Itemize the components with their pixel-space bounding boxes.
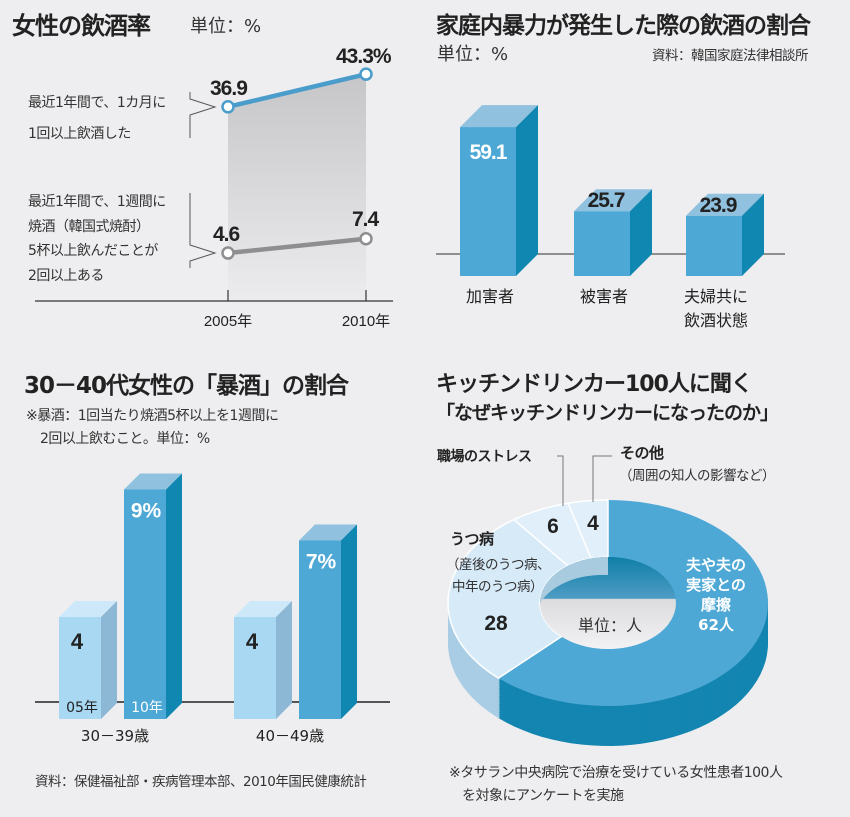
data-point [359, 67, 373, 81]
bar-value-label: 7% [306, 551, 337, 574]
slice-label-other: その他 [620, 444, 664, 462]
chart-title: 家庭内暴力が発生した際の飲酒の割合 [436, 13, 811, 39]
bar-value-label: 59.1 [470, 141, 508, 164]
slice-label-line: 実家との [686, 576, 746, 594]
series-label-line: 5杯以上飲んだことが [28, 243, 158, 259]
slice-label-line: 夫や夫の [686, 556, 747, 574]
series-label-weekly: 最近1年間で、1週間に 焼酒（韓国式焼酎） 5杯以上飲んだことが 2回以上ある [28, 190, 166, 288]
category-label: 被害者 [580, 287, 628, 306]
slice-label-spouse-friction: 夫や夫の 実家との 摩擦 62人 [686, 555, 746, 635]
data-label: 43.3% [336, 45, 392, 68]
donut-hole-wall [540, 557, 608, 603]
slice-value-label: 4 [587, 512, 599, 535]
donut-hole [540, 557, 676, 649]
note-line: ※暴酒：1回当たり焼酒5杯以上を1週間に [26, 408, 279, 424]
series-label-bracket [189, 92, 217, 138]
slice-label-other-detail: （周囲の知人の影響など） [619, 468, 776, 484]
series-label-bracket [189, 193, 217, 268]
series-label: 10年 [131, 700, 163, 716]
bar [460, 127, 516, 277]
bar-value-label: 9% [131, 500, 162, 523]
data-point [359, 232, 373, 246]
bar-top [234, 601, 292, 617]
unit-label: 単位：% [437, 44, 509, 65]
unit-label: 単位：人 [578, 616, 643, 635]
bar-top [124, 473, 182, 490]
bar-side [166, 473, 182, 719]
data-label: 36.9 [210, 77, 247, 100]
drinking-rate-line-chart: 2005年 2010年 36.9 43.3% 4.6 7.4 [35, 45, 393, 330]
x-tick-label: 2005年 [204, 313, 252, 330]
slice-value-label: 6 [547, 515, 559, 538]
footnote-line: を対象にアンケートを実施 [462, 788, 624, 804]
leader-line [557, 455, 564, 506]
bar-value-label: 23.9 [700, 194, 737, 217]
bar [124, 489, 166, 719]
bar-value-label: 4 [246, 629, 259, 654]
donut-slice [498, 500, 768, 706]
series-label-line: 1回以上飲酒した [28, 126, 131, 142]
slice-label-work-stress: 職場のストレス [437, 449, 532, 465]
bar-side [516, 105, 538, 277]
bar [574, 211, 630, 276]
chart-title: 女性の飲酒率 [12, 12, 151, 40]
category-label: 40－49歳 [256, 727, 324, 745]
bar [234, 617, 276, 719]
data-label: 4.6 [213, 223, 240, 246]
bar-top [460, 105, 538, 128]
bar-top [299, 524, 357, 541]
category-label: 30－39歳 [81, 727, 149, 745]
data-point [221, 100, 235, 114]
series-line [227, 71, 367, 109]
bar-side [341, 524, 357, 719]
data-point [221, 246, 235, 260]
slice-label-line: 摩擦 [701, 596, 732, 614]
x-tick-label: 2010年 [342, 313, 390, 330]
chart-title: キッチンドリンカー100人に聞く [436, 372, 753, 397]
slice-value-label: 28 [484, 612, 508, 635]
series-line [227, 236, 367, 256]
data-label: 7.4 [352, 208, 380, 231]
bar-side [276, 601, 292, 719]
bar-side [101, 601, 117, 719]
series-label-line: 2回以上ある [28, 267, 104, 284]
unit-label: 単位：% [190, 16, 262, 37]
slice-label-depression: うつ病 [450, 530, 494, 548]
series-label-line: 最近1年間で、1週間に [28, 194, 166, 210]
series-label-monthly: 最近1年間で、1カ月に 1回以上飲酒した [28, 88, 166, 150]
binge-drinking-bar-chart: 4 05年 9% 10年 30－39歳 4 7% 40－49歳 [35, 473, 390, 745]
bar [299, 540, 341, 719]
category-label: 加害者 [466, 287, 514, 306]
source-label: 資料：韓国家庭法律相談所 [652, 48, 809, 64]
bar-value-label: 4 [71, 629, 84, 654]
slice-label-depression-detail: 中年のうつ病） [452, 579, 544, 595]
bar-top [686, 193, 764, 216]
category-label: 飲酒状態 [684, 311, 748, 330]
series-label: 05年 [66, 700, 98, 716]
series-label-line: 焼酒（韓国式焼酎） [28, 218, 150, 235]
bar-value-label: 25.7 [588, 189, 625, 212]
slice-label-depression-detail: （産後のうつ病、 [446, 557, 551, 573]
bar [686, 215, 742, 276]
chart-subtitle: 「なぜキッチンドリンカーになったのか」 [436, 402, 779, 424]
footnote-line: ※タサラン中央病院で治療を受けている女性患者100人 [449, 765, 783, 781]
category-label: 夫婦共に [684, 287, 748, 306]
leader-line [592, 455, 612, 502]
bar-top [574, 189, 652, 212]
bar-side [630, 189, 652, 276]
bar [59, 617, 101, 719]
series-label-line: 最近1年間で、1カ月に [28, 95, 166, 111]
chart-title: 30－40代女性の「暴酒」の割合 [24, 373, 349, 399]
source-label: 資料：保健福祉部・疾病管理本部、2010年国民健康統計 [35, 774, 367, 790]
bar-side [742, 193, 764, 276]
note-line: 2回以上飲むこと。単位：% [40, 431, 210, 447]
slice-label-line: 62人 [698, 616, 734, 634]
bar-top [59, 601, 117, 617]
